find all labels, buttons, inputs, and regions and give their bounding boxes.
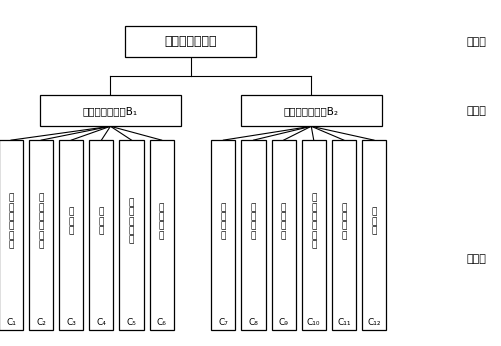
FancyBboxPatch shape <box>211 140 235 330</box>
Text: 压裂施工参数集B₂: 压裂施工参数集B₂ <box>283 106 338 116</box>
FancyBboxPatch shape <box>241 140 265 330</box>
Text: C₃: C₃ <box>66 318 76 327</box>
Text: 体积压裂水平井: 体积压裂水平井 <box>164 35 216 48</box>
FancyBboxPatch shape <box>40 95 180 126</box>
FancyBboxPatch shape <box>59 140 83 330</box>
Text: C₆: C₆ <box>156 318 166 327</box>
Text: 含
油
砂
岩
长
度: 含 油 砂 岩 长 度 <box>9 193 14 249</box>
Text: 孔
隙
度: 孔 隙 度 <box>69 208 74 235</box>
Text: 目标层: 目标层 <box>466 37 486 46</box>
Text: C₇: C₇ <box>218 318 228 327</box>
FancyBboxPatch shape <box>29 140 53 330</box>
Text: 储
层
有
效
厚
度: 储 层 有 效 厚 度 <box>39 193 44 249</box>
FancyBboxPatch shape <box>125 26 256 57</box>
Text: 裂
缝
间
距: 裂 缝 间 距 <box>281 203 286 240</box>
FancyBboxPatch shape <box>89 140 113 330</box>
Text: C₁: C₁ <box>6 318 16 327</box>
Text: C₂: C₂ <box>36 318 46 327</box>
Text: 压
裂
簇
数: 压 裂 簇 数 <box>250 203 256 240</box>
Text: 指标层: 指标层 <box>466 255 486 264</box>
Text: 单
簇
砂
量: 单 簇 砂 量 <box>341 203 346 240</box>
Text: C₁₁: C₁₁ <box>337 318 350 327</box>
Text: 单
簇
压
裂
液
量: 单 簇 压 裂 液 量 <box>311 193 316 249</box>
Text: 自
然
伽
马: 自 然 伽 马 <box>159 203 164 240</box>
FancyBboxPatch shape <box>271 140 295 330</box>
FancyBboxPatch shape <box>0 140 23 330</box>
Text: 压
裂
段
数: 压 裂 段 数 <box>220 203 225 240</box>
FancyBboxPatch shape <box>301 140 325 330</box>
Text: C₅: C₅ <box>126 318 136 327</box>
Text: 含
油
饱
和
度: 含 油 饱 和 度 <box>129 198 134 245</box>
FancyBboxPatch shape <box>240 95 381 126</box>
Text: C₈: C₈ <box>248 318 258 327</box>
Text: C₁₂: C₁₂ <box>367 318 380 327</box>
FancyBboxPatch shape <box>149 140 173 330</box>
FancyBboxPatch shape <box>119 140 143 330</box>
Text: C₄: C₄ <box>96 318 106 327</box>
FancyBboxPatch shape <box>361 140 385 330</box>
Text: C₉: C₉ <box>278 318 288 327</box>
FancyBboxPatch shape <box>331 140 355 330</box>
Text: 渗
透
率: 渗 透 率 <box>99 208 104 235</box>
Text: 储层物性参数集B₁: 储层物性参数集B₁ <box>83 106 138 116</box>
Text: C₁₀: C₁₀ <box>307 318 320 327</box>
Text: 决策层: 决策层 <box>466 106 486 116</box>
Text: 返
排
率: 返 排 率 <box>371 208 376 235</box>
